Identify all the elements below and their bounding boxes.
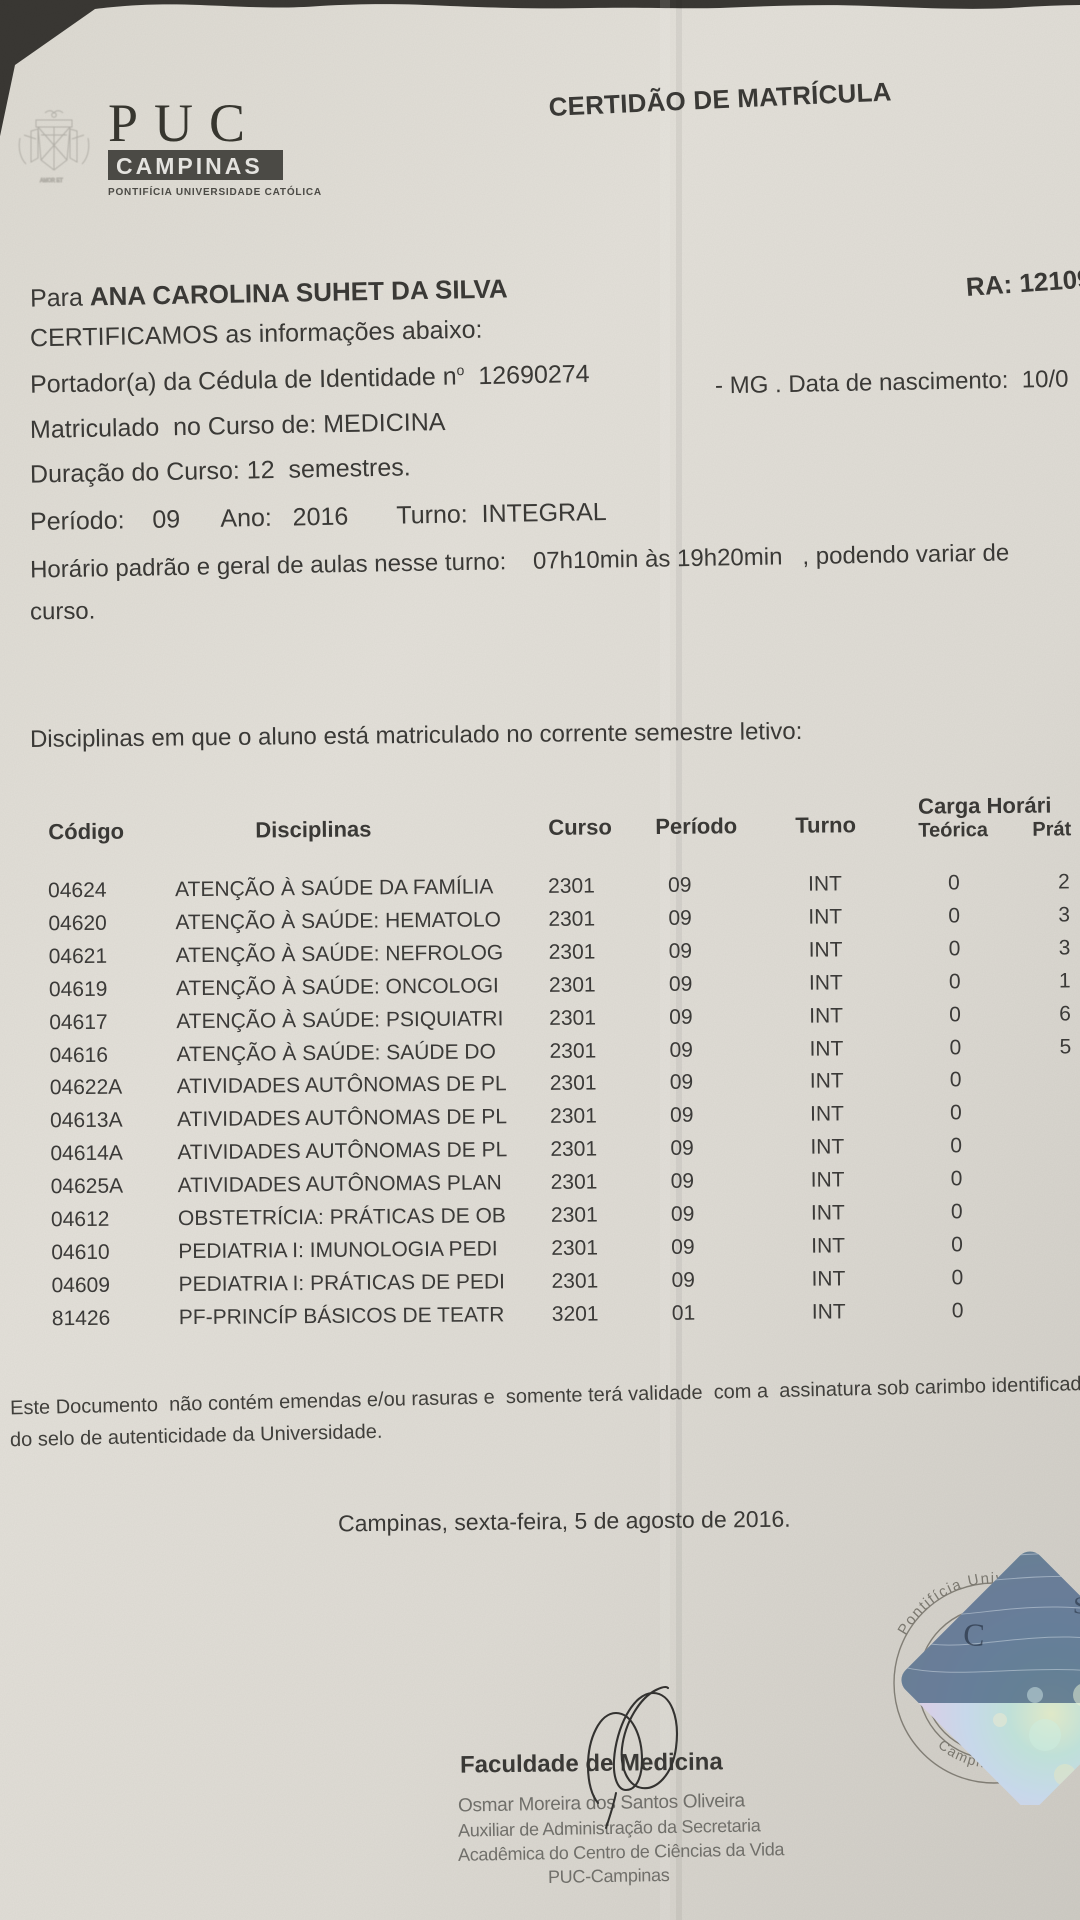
svg-text:C: C bbox=[962, 1616, 985, 1653]
svg-text:AMOR ET: AMOR ET bbox=[40, 178, 63, 184]
svg-text:Sel: Sel bbox=[1073, 1593, 1080, 1621]
